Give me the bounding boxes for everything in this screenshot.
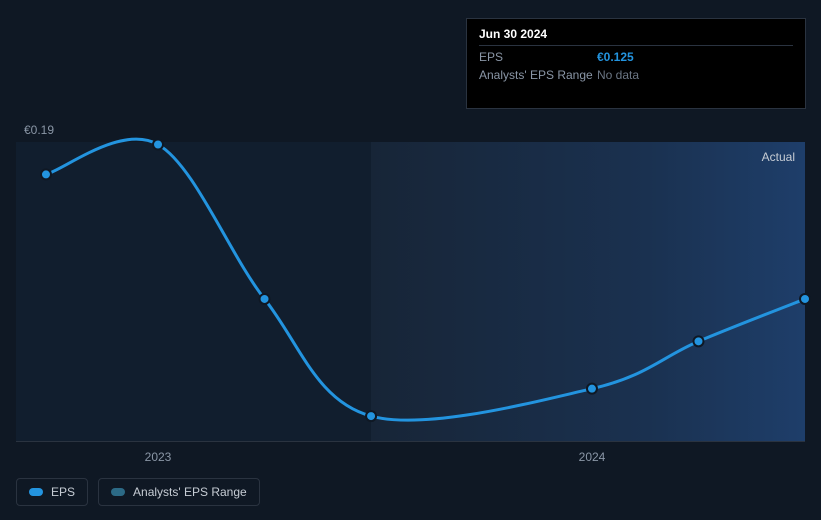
tooltip-value-range: No data: [597, 68, 639, 82]
tooltip-row-range: Analysts' EPS Range No data: [479, 66, 793, 84]
eps-chart-container: Jun 30 2024 EPS €0.125 Analysts' EPS Ran…: [0, 0, 821, 520]
tooltip-value-eps: €0.125: [597, 50, 634, 64]
legend-swatch-icon: [29, 488, 43, 496]
legend-item-eps[interactable]: EPS: [16, 478, 88, 506]
tooltip-date: Jun 30 2024: [479, 27, 793, 46]
line-chart-svg: [16, 142, 805, 441]
legend: EPS Analysts' EPS Range: [16, 478, 260, 506]
x-axis-tick-2024: 2024: [579, 450, 606, 464]
gridline-bottom: [16, 441, 805, 442]
tooltip-label: Analysts' EPS Range: [479, 68, 597, 82]
tooltip-row-eps: EPS €0.125: [479, 48, 793, 66]
y-axis-tick-top: €0.19: [24, 123, 54, 137]
tooltip-label: EPS: [479, 50, 597, 64]
plot-area[interactable]: Actual: [16, 142, 805, 441]
x-axis-tick-2023: 2023: [145, 450, 172, 464]
chart-tooltip: Jun 30 2024 EPS €0.125 Analysts' EPS Ran…: [466, 18, 806, 109]
legend-label: EPS: [51, 485, 75, 499]
legend-item-analysts-range[interactable]: Analysts' EPS Range: [98, 478, 260, 506]
legend-label: Analysts' EPS Range: [133, 485, 247, 499]
legend-swatch-icon: [111, 488, 125, 496]
